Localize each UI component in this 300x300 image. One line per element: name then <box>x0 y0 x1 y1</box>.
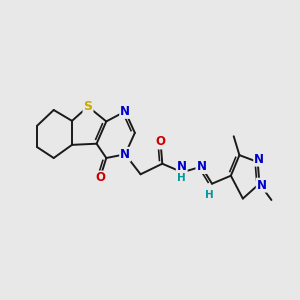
Text: H: H <box>205 190 214 200</box>
Text: O: O <box>156 136 166 148</box>
Text: N: N <box>120 148 130 161</box>
Text: N: N <box>254 153 264 166</box>
Text: N: N <box>257 178 267 192</box>
Text: N: N <box>196 160 206 173</box>
Text: N: N <box>177 160 187 173</box>
Text: N: N <box>120 105 130 118</box>
Text: H: H <box>177 173 186 183</box>
Text: O: O <box>95 172 105 184</box>
Text: S: S <box>83 100 92 113</box>
